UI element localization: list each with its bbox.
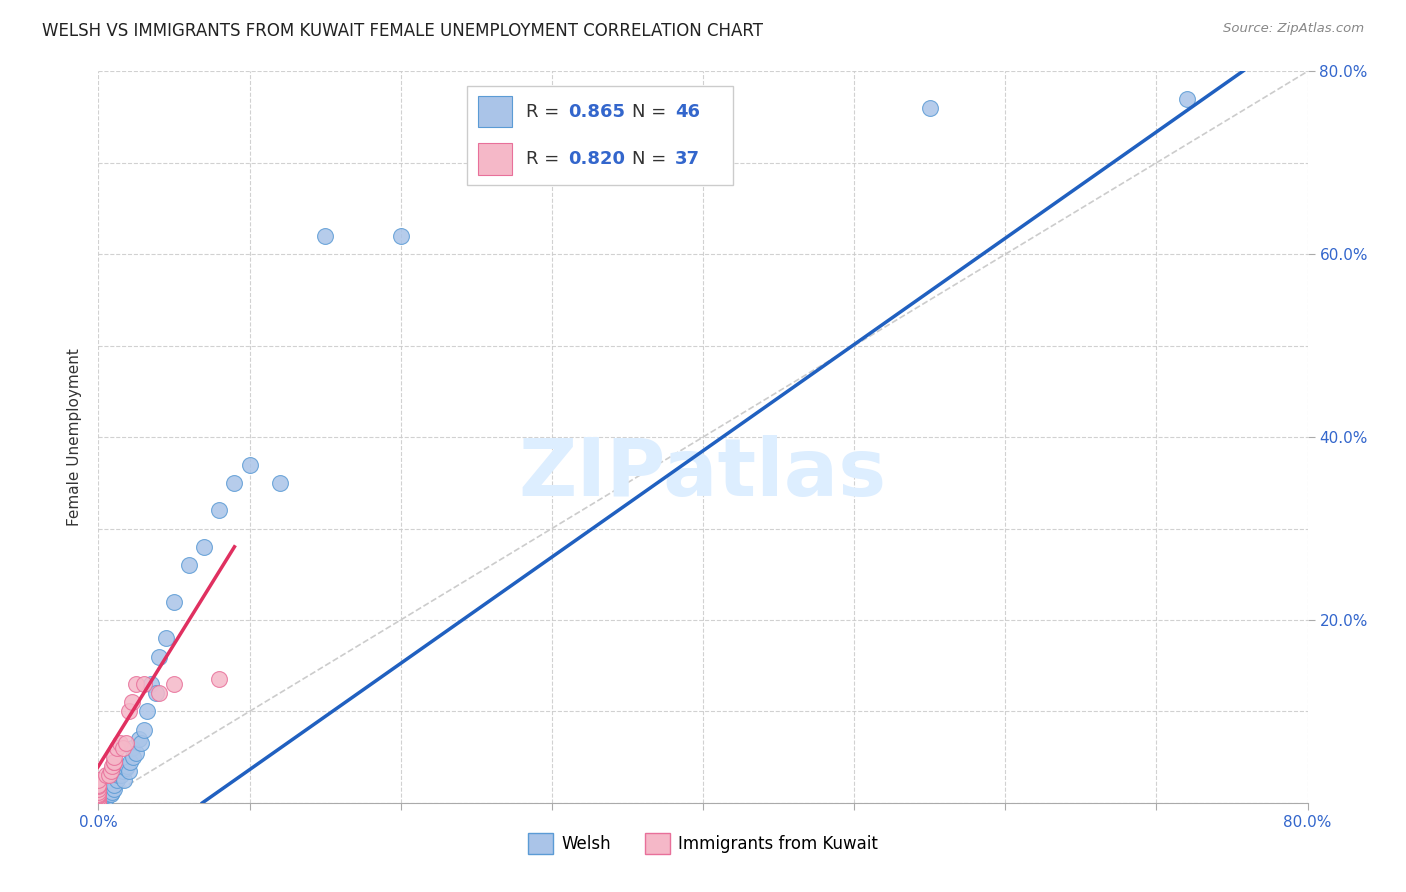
Point	[1175, 92, 1198, 106]
Point	[101, 785, 124, 799]
Point	[389, 229, 412, 244]
Point	[118, 764, 141, 778]
Point	[115, 759, 138, 773]
Point	[121, 740, 143, 755]
Point	[87, 796, 110, 810]
Point	[208, 503, 231, 517]
Point	[87, 796, 110, 810]
Point	[314, 229, 336, 244]
Point	[87, 796, 110, 810]
Point	[120, 755, 142, 769]
Point	[918, 101, 941, 115]
Point	[148, 686, 170, 700]
Point	[100, 764, 122, 778]
Point	[87, 789, 110, 803]
Point	[87, 780, 110, 794]
Point	[103, 755, 125, 769]
Legend: Welsh, Immigrants from Kuwait: Welsh, Immigrants from Kuwait	[522, 827, 884, 860]
Point	[121, 695, 143, 709]
Point	[141, 677, 163, 691]
Text: Source: ZipAtlas.com: Source: ZipAtlas.com	[1223, 22, 1364, 36]
Point	[114, 736, 136, 750]
Point	[105, 772, 128, 787]
Point	[94, 789, 117, 803]
Point	[163, 594, 186, 608]
Point	[87, 787, 110, 801]
Point	[132, 677, 155, 691]
Point	[155, 632, 177, 646]
Point	[129, 736, 152, 750]
Point	[87, 789, 110, 804]
Point	[103, 782, 125, 797]
Point	[87, 791, 110, 805]
Point	[94, 768, 117, 782]
Point	[125, 746, 148, 760]
Point	[87, 789, 110, 803]
Point	[87, 778, 110, 792]
Point	[87, 791, 110, 805]
Point	[224, 475, 246, 490]
Point	[145, 686, 167, 700]
Point	[87, 796, 110, 810]
Point	[269, 475, 291, 490]
Point	[107, 768, 129, 782]
Point	[148, 649, 170, 664]
Point	[101, 759, 124, 773]
Point	[87, 787, 110, 801]
Point	[110, 768, 132, 782]
Point	[122, 750, 145, 764]
Point	[87, 796, 110, 810]
Point	[163, 677, 186, 691]
Point	[87, 789, 110, 804]
Point	[239, 458, 262, 472]
Point	[114, 761, 136, 775]
Point	[111, 764, 134, 778]
Point	[111, 740, 134, 755]
Point	[208, 673, 231, 687]
Point	[87, 785, 110, 799]
Point	[118, 705, 141, 719]
Point	[87, 796, 110, 810]
Point	[132, 723, 155, 737]
Point	[125, 677, 148, 691]
Point	[87, 772, 110, 787]
Point	[87, 796, 110, 810]
Point	[103, 755, 125, 769]
Point	[94, 791, 117, 805]
Point	[87, 796, 110, 810]
Point	[193, 540, 215, 554]
Point	[87, 796, 110, 810]
Point	[105, 740, 128, 755]
Point	[100, 787, 122, 801]
Point	[87, 796, 110, 810]
Point	[108, 736, 131, 750]
Text: WELSH VS IMMIGRANTS FROM KUWAIT FEMALE UNEMPLOYMENT CORRELATION CHART: WELSH VS IMMIGRANTS FROM KUWAIT FEMALE U…	[42, 22, 763, 40]
Point	[98, 768, 121, 782]
Point	[103, 750, 125, 764]
Text: ZIPatlas: ZIPatlas	[519, 434, 887, 513]
Point	[128, 731, 150, 746]
Point	[87, 796, 110, 810]
Point	[87, 782, 110, 797]
Point	[98, 787, 121, 801]
Point	[112, 772, 135, 787]
Point	[87, 796, 110, 810]
Point	[87, 796, 110, 810]
Point	[179, 558, 201, 573]
Y-axis label: Female Unemployment: Female Unemployment	[67, 348, 83, 526]
Point	[135, 705, 157, 719]
Point	[103, 778, 125, 792]
Point	[98, 785, 121, 799]
